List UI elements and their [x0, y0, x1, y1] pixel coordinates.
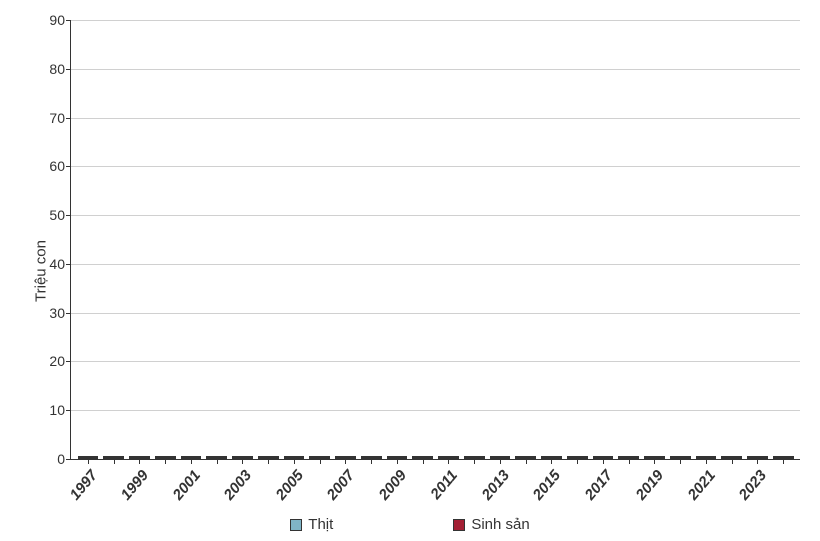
ytick-label: 20	[49, 353, 65, 369]
ytick-mark	[66, 459, 71, 460]
ytick-label: 40	[49, 256, 65, 272]
xtick-label: 2017	[581, 467, 615, 503]
ytick-label: 60	[49, 158, 65, 174]
xtick-mark	[165, 459, 166, 464]
bar	[773, 456, 794, 459]
bar: 2017	[593, 456, 614, 459]
xtick-mark	[474, 459, 475, 464]
xtick-mark	[706, 459, 707, 464]
bar	[721, 456, 742, 459]
xtick-mark	[345, 459, 346, 464]
xtick-mark	[500, 459, 501, 464]
bars-container: 1997 1999 2001 2003 2005 2007 2009 2011 2013 2015…	[71, 20, 800, 459]
xtick-mark	[629, 459, 630, 464]
xtick-mark	[577, 459, 578, 464]
xtick-label: 2013	[478, 467, 512, 503]
xtick-mark	[139, 459, 140, 464]
xtick-label: 2021	[684, 467, 718, 503]
xtick-mark	[783, 459, 784, 464]
xtick-mark	[423, 459, 424, 464]
bar	[618, 456, 639, 459]
bar	[464, 456, 485, 459]
xtick-mark	[191, 459, 192, 464]
bar: 2003	[232, 456, 253, 459]
xtick-mark	[680, 459, 681, 464]
bar: 1997	[78, 456, 99, 459]
bar: 2007	[335, 456, 356, 459]
xtick-label: 2003	[221, 467, 255, 503]
bar: 2021	[696, 456, 717, 459]
bar: 2013	[490, 456, 511, 459]
bar	[309, 456, 330, 459]
xtick-label: 2005	[272, 467, 306, 503]
ytick-label: 80	[49, 61, 65, 77]
ytick-label: 70	[49, 110, 65, 126]
xtick-mark	[114, 459, 115, 464]
xtick-mark	[757, 459, 758, 464]
bar	[361, 456, 382, 459]
bar: 2009	[387, 456, 408, 459]
xtick-label: 2007	[324, 467, 358, 503]
xtick-mark	[654, 459, 655, 464]
xtick-label: 2015	[530, 467, 564, 503]
bar	[515, 456, 536, 459]
bar: 2015	[541, 456, 562, 459]
xtick-mark	[294, 459, 295, 464]
bar	[567, 456, 588, 459]
xtick-mark	[448, 459, 449, 464]
legend-swatch-meat	[290, 519, 302, 531]
legend-item-meat: Thịt	[290, 516, 333, 533]
xtick-mark	[732, 459, 733, 464]
ytick-label: 90	[49, 12, 65, 28]
chart-container: Triệu con 1997 1999 2001 2003 2005 2007 2009 20…	[0, 0, 820, 541]
legend-label-meat: Thịt	[308, 516, 333, 533]
xtick-mark	[242, 459, 243, 464]
bar	[103, 456, 124, 459]
legend-swatch-breed	[453, 519, 465, 531]
xtick-label: 2011	[428, 467, 462, 503]
xtick-label: 2023	[736, 467, 770, 503]
xtick-mark	[217, 459, 218, 464]
xtick-label: 1999	[118, 467, 152, 503]
bar	[155, 456, 176, 459]
ytick-label: 0	[57, 451, 65, 467]
bar	[206, 456, 227, 459]
bar: 1999	[129, 456, 150, 459]
ytick-label: 30	[49, 305, 65, 321]
legend-label-breed: Sinh sản	[471, 516, 529, 533]
y-axis-label: Triệu con	[32, 240, 49, 302]
xtick-mark	[320, 459, 321, 464]
bar: 2001	[181, 456, 202, 459]
bar: 2019	[644, 456, 665, 459]
xtick-label: 2001	[169, 467, 203, 503]
ytick-label: 50	[49, 207, 65, 223]
bar: 2005	[284, 456, 305, 459]
bar: 2011	[438, 456, 459, 459]
xtick-mark	[268, 459, 269, 464]
plot-area: 1997 1999 2001 2003 2005 2007 2009 2011 2013 2015…	[70, 20, 800, 460]
xtick-label: 2009	[375, 467, 409, 503]
xtick-mark	[88, 459, 89, 464]
bar	[258, 456, 279, 459]
ytick-label: 10	[49, 402, 65, 418]
bar: 2023	[747, 456, 768, 459]
xtick-label: 1997	[66, 467, 100, 503]
bar	[670, 456, 691, 459]
legend-item-breed: Sinh sản	[453, 516, 529, 533]
legend: Thịt Sinh sản	[0, 516, 820, 533]
xtick-mark	[551, 459, 552, 464]
xtick-label: 2019	[633, 467, 667, 503]
xtick-mark	[526, 459, 527, 464]
bar	[412, 456, 433, 459]
xtick-mark	[397, 459, 398, 464]
xtick-mark	[603, 459, 604, 464]
xtick-mark	[371, 459, 372, 464]
